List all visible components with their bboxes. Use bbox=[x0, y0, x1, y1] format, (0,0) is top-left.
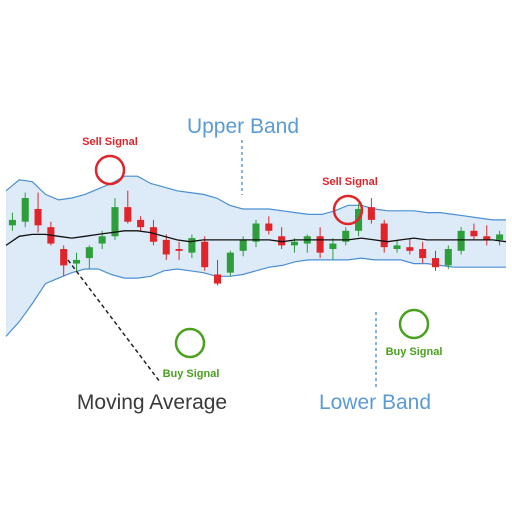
candle-body bbox=[457, 230, 465, 251]
candle-body bbox=[72, 259, 81, 264]
candle-body bbox=[111, 207, 119, 237]
candle-body bbox=[393, 245, 401, 249]
upper-band-line bbox=[5, 175, 506, 221]
lower-band-label: Lower Band bbox=[319, 391, 431, 414]
candle-body bbox=[329, 243, 337, 249]
buy-signal-label-2: Buy Signal bbox=[386, 346, 443, 358]
moving-average-label: Moving Average bbox=[77, 391, 227, 414]
candle-body bbox=[60, 249, 68, 266]
candle-body bbox=[175, 249, 183, 251]
candle-body bbox=[419, 249, 427, 259]
sell-signal-circle-1 bbox=[94, 154, 126, 186]
candle-body bbox=[21, 198, 29, 222]
candle-body bbox=[214, 274, 222, 284]
moving-average-pointer bbox=[67, 259, 161, 383]
candle-body bbox=[316, 236, 324, 253]
candle-body bbox=[290, 241, 298, 246]
candle-body bbox=[137, 219, 145, 228]
candle-body bbox=[34, 208, 42, 226]
sell-signal-label-2: Sell Signal bbox=[322, 176, 378, 188]
candle-body bbox=[149, 227, 157, 242]
candle-body bbox=[252, 223, 260, 242]
candle-body bbox=[342, 230, 350, 242]
candle-body bbox=[470, 230, 478, 237]
candle-body bbox=[431, 258, 440, 268]
upper-band-label: Upper Band bbox=[187, 115, 299, 138]
candle-body bbox=[265, 223, 273, 231]
moving-average-line bbox=[5, 230, 507, 246]
candle-body bbox=[239, 239, 247, 251]
candle-body bbox=[8, 219, 16, 226]
candle-body bbox=[124, 207, 132, 222]
buy-signal-circle-1 bbox=[174, 327, 206, 359]
candle-body bbox=[188, 238, 196, 253]
candles-group bbox=[8, 190, 504, 286]
candle-body bbox=[201, 241, 209, 268]
candle-body bbox=[444, 249, 452, 266]
buy-signal-label-1: Buy Signal bbox=[163, 368, 220, 380]
buy-signal-circle-2 bbox=[398, 308, 430, 340]
candle-body bbox=[483, 236, 491, 240]
candle-body bbox=[367, 207, 375, 220]
candle-body bbox=[380, 223, 388, 248]
candle-body bbox=[406, 247, 414, 251]
candle-body bbox=[85, 247, 93, 259]
candle-body bbox=[226, 252, 234, 273]
candle-body bbox=[98, 236, 106, 244]
sell-signal-label-1: Sell Signal bbox=[82, 136, 138, 148]
candle-body bbox=[496, 234, 504, 240]
sell-signal-circle-2 bbox=[332, 194, 364, 226]
candle-body bbox=[278, 236, 286, 246]
candle-body bbox=[162, 239, 170, 255]
band-area bbox=[6, 176, 506, 337]
